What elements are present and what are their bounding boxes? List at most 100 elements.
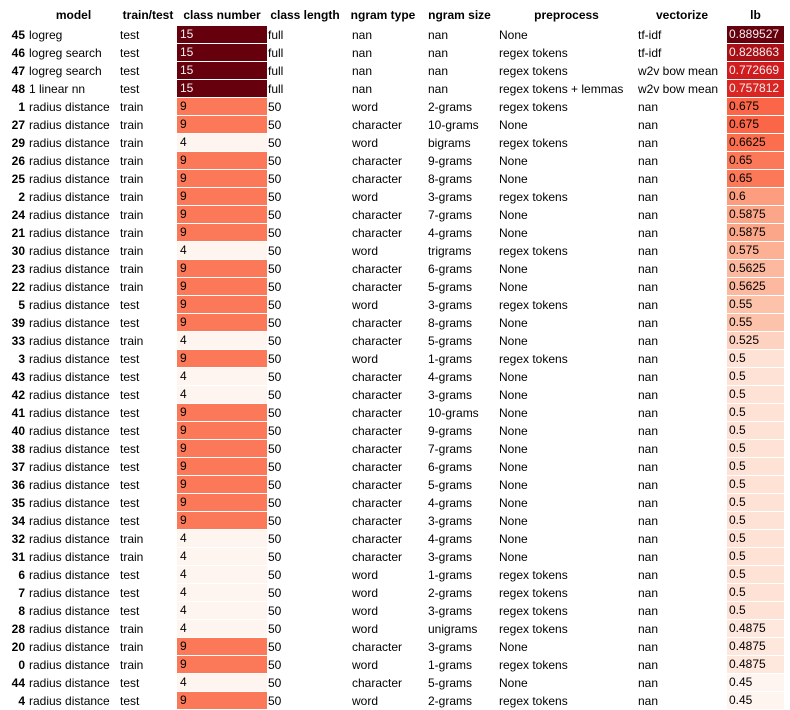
class-number-cell: 9: [177, 170, 267, 188]
ngram-type-cell: character: [352, 459, 403, 474]
preprocess-cell: regex tokens: [499, 243, 568, 258]
ngram-size-cell: 8-grams: [428, 171, 473, 186]
class-length-cell: 50: [268, 531, 282, 546]
lb-cell: 0.55: [727, 314, 784, 332]
row-index: 5: [18, 297, 25, 312]
train-test-cell: train: [120, 207, 144, 222]
model-cell: radius distance: [29, 261, 110, 276]
model-cell: radius distance: [29, 477, 110, 492]
ngram-size-cell: 1-grams: [428, 567, 473, 582]
class-number-cell: 9: [177, 116, 267, 134]
class-length-cell: full: [268, 63, 284, 78]
row-index: 42: [11, 387, 25, 402]
vectorize-cell: nan: [638, 243, 659, 258]
train-test-cell: train: [120, 99, 144, 114]
class-length-cell: 50: [268, 405, 282, 420]
model-cell: radius distance: [29, 369, 110, 384]
column-header: vectorize: [655, 8, 709, 22]
preprocess-cell: regex tokens: [499, 351, 568, 366]
preprocess-cell: None: [499, 459, 528, 474]
model-cell: radius distance: [29, 621, 110, 636]
lb-cell: 0.4875: [727, 638, 784, 656]
class-number-cell: 15: [177, 62, 267, 80]
train-test-cell: train: [120, 333, 144, 348]
preprocess-cell: None: [499, 117, 528, 132]
vectorize-cell: nan: [638, 279, 659, 294]
train-test-cell: train: [120, 153, 144, 168]
class-length-cell: 50: [268, 315, 282, 330]
ngram-type-cell: word: [352, 351, 379, 366]
ngram-size-cell: nan: [428, 45, 449, 60]
column-header: ngram type: [350, 8, 416, 22]
ngram-type-cell: word: [352, 621, 379, 636]
column-header: class number: [183, 8, 261, 22]
table-row: 23 radius distance train 9 50 character 6-gram…: [0, 260, 784, 278]
vectorize-cell: tf-idf: [638, 45, 662, 60]
model-cell: radius distance: [29, 531, 110, 546]
class-number-cell: 4: [177, 368, 267, 386]
train-test-cell: test: [120, 351, 140, 366]
class-number-cell: 9: [177, 278, 267, 296]
preprocess-cell: regex tokens: [499, 45, 568, 60]
lb-cell: 0.757812: [727, 80, 784, 98]
ngram-type-cell: word: [352, 99, 379, 114]
vectorize-cell: nan: [638, 261, 659, 276]
table-row: 30 radius distance train 4 50 word trigrams reg…: [0, 242, 784, 260]
ngram-size-cell: 5-grams: [428, 279, 473, 294]
lb-cell: 0.55: [727, 296, 784, 314]
class-number-cell: 4: [177, 584, 267, 602]
class-length-cell: 50: [268, 171, 282, 186]
model-cell: radius distance: [29, 135, 110, 150]
model-cell: radius distance: [29, 279, 110, 294]
lb-cell: 0.5: [727, 458, 784, 476]
ngram-size-cell: 3-grams: [428, 639, 473, 654]
class-length-cell: full: [268, 27, 284, 42]
train-test-cell: test: [120, 441, 140, 456]
ngram-type-cell: word: [352, 657, 379, 672]
table-row: 1 radius distance train 9 50 word 2-grams regex…: [0, 98, 784, 116]
table-body: 45 logreg test 15 full nan nan None tf-idf 0.8895…: [0, 26, 784, 710]
ngram-size-cell: 3-grams: [428, 513, 473, 528]
vectorize-cell: nan: [638, 153, 659, 168]
row-index: 8: [18, 603, 25, 618]
train-test-cell: test: [120, 45, 140, 60]
row-index: 20: [11, 639, 25, 654]
lb-cell: 0.5875: [727, 206, 784, 224]
ngram-size-cell: 3-grams: [428, 603, 473, 618]
ngram-type-cell: character: [352, 405, 403, 420]
preprocess-cell: None: [499, 171, 528, 186]
ngram-type-cell: word: [352, 189, 379, 204]
model-cell: radius distance: [29, 153, 110, 168]
vectorize-cell: tf-idf: [638, 27, 662, 42]
ngram-size-cell: 6-grams: [428, 459, 473, 474]
train-test-cell: test: [120, 567, 140, 582]
ngram-type-cell: nan: [352, 45, 373, 60]
ngram-size-cell: 3-grams: [428, 387, 473, 402]
train-test-cell: test: [120, 423, 140, 438]
train-test-cell: train: [120, 657, 144, 672]
lb-cell: 0.5: [727, 548, 784, 566]
table-row: 35 radius distance test 9 50 character 4-grams…: [0, 494, 784, 512]
train-test-cell: train: [120, 639, 144, 654]
column-header: ngram size: [428, 8, 491, 22]
class-number-cell: 9: [177, 260, 267, 278]
ngram-size-cell: 8-grams: [428, 315, 473, 330]
table-row: 0 radius distance train 9 50 word 1-grams regex…: [0, 656, 784, 674]
class-length-cell: 50: [268, 387, 282, 402]
row-index: 44: [11, 675, 25, 690]
lb-cell: 0.675: [727, 116, 784, 134]
class-length-cell: 50: [268, 585, 282, 600]
class-number-cell: 9: [177, 422, 267, 440]
ngram-size-cell: 5-grams: [428, 675, 473, 690]
table-row: 4 radius distance test 9 50 word 2-grams regex …: [0, 692, 784, 710]
class-length-cell: 50: [268, 207, 282, 222]
table-row: 47 logreg search test 15 full nan nan regex tok…: [0, 62, 784, 80]
table-row: 33 radius distance train 4 50 character 5-gram…: [0, 332, 784, 350]
preprocess-cell: regex tokens: [499, 585, 568, 600]
ngram-size-cell: 2-grams: [428, 99, 473, 114]
column-header: preprocess: [534, 8, 599, 22]
model-cell: radius distance: [29, 117, 110, 132]
train-test-cell: test: [120, 585, 140, 600]
table-row: 8 radius distance test 4 50 word 3-grams regex …: [0, 602, 784, 620]
lb-cell: 0.575: [727, 242, 784, 260]
